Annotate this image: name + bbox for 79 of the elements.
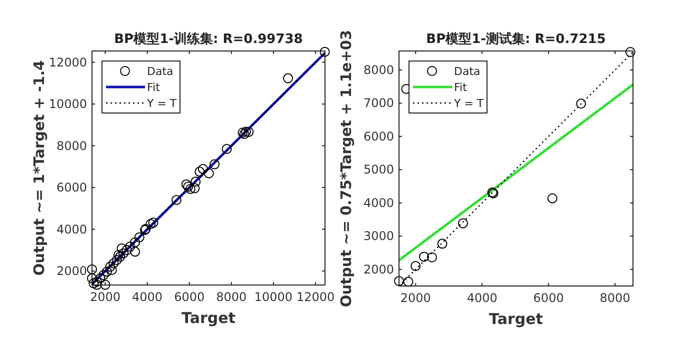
point	[105, 262, 116, 272]
y-tick-label: 2000	[56, 264, 87, 278]
y-tick-label: 8000	[363, 62, 394, 77]
point	[190, 176, 201, 187]
point	[130, 237, 140, 248]
point	[87, 264, 97, 274]
x-tick-label: 2000	[90, 290, 121, 304]
legend-label: Y = T	[453, 97, 484, 110]
y-tick-label: 4000	[56, 222, 87, 236]
chart-title: BP模型1-训练集: R=0.99738	[114, 32, 303, 47]
point	[106, 265, 117, 276]
point	[122, 245, 132, 256]
point	[437, 238, 448, 249]
point	[426, 252, 437, 262]
x-tick-label: 6000	[174, 290, 205, 304]
point	[87, 273, 97, 284]
y-tick-label: 6000	[363, 129, 394, 144]
y-axis-title: Output ~= 1*Target + -1.4	[32, 60, 48, 276]
point	[181, 179, 192, 190]
point	[171, 194, 182, 205]
y-axis-title: Output ~= 0.75*Target + 1.1e+03	[339, 30, 355, 308]
y-tick-label: 5000	[363, 162, 394, 177]
point	[403, 276, 414, 287]
point	[576, 98, 586, 109]
point	[125, 242, 136, 252]
legend-label: Fit	[147, 81, 161, 94]
point	[116, 243, 127, 254]
point	[283, 73, 294, 84]
y-tick-label: 8000	[56, 138, 87, 153]
point	[98, 270, 109, 280]
y-tick-label: 10000	[48, 97, 87, 112]
y-tick-label: 3000	[363, 229, 394, 244]
legend-label: Data	[454, 65, 480, 78]
x-axis-title: Target	[182, 309, 236, 327]
point	[100, 280, 110, 290]
legend-label: Y = T	[146, 97, 177, 110]
x-tick-label: 4000	[132, 290, 163, 304]
x-tick-label: 8000	[216, 290, 247, 304]
point	[458, 218, 468, 228]
point	[625, 46, 636, 57]
x-tick-label: 8000	[600, 291, 630, 305]
y-tick-label: 6000	[56, 180, 87, 195]
point	[88, 278, 99, 288]
point	[190, 183, 200, 194]
point	[418, 252, 429, 262]
legend-label: Data	[147, 65, 174, 78]
point	[320, 46, 330, 57]
point	[194, 166, 205, 177]
point	[204, 168, 214, 178]
point	[95, 273, 106, 284]
x-axis-title: Target	[489, 310, 543, 328]
point	[244, 126, 254, 137]
legend-label: Fit	[454, 81, 468, 94]
x-tick-label: 10000	[254, 290, 293, 304]
point	[547, 193, 558, 204]
y-tick-label: 12000	[48, 55, 87, 70]
point	[102, 266, 112, 277]
point	[198, 164, 208, 174]
point	[92, 280, 102, 290]
x-tick-label: 2000	[400, 291, 431, 305]
point	[146, 219, 156, 230]
chart-title: BP模型1-测试集: R=0.7215	[426, 31, 606, 47]
x-tick-label: 4000	[466, 291, 498, 305]
point	[112, 255, 122, 266]
x-tick-label: 6000	[533, 291, 564, 305]
y-tick-label: 7000	[363, 96, 394, 110]
point	[148, 218, 158, 228]
point	[118, 248, 128, 258]
point	[108, 258, 119, 268]
point	[92, 276, 102, 287]
y-tick-label: 2000	[363, 262, 394, 276]
point	[130, 246, 140, 257]
point	[210, 159, 220, 170]
point	[134, 232, 144, 242]
y-tick-label: 4000	[363, 196, 394, 210]
x-tick-label: 12000	[296, 290, 335, 304]
point	[222, 144, 232, 154]
point	[410, 261, 421, 272]
point	[394, 276, 404, 286]
